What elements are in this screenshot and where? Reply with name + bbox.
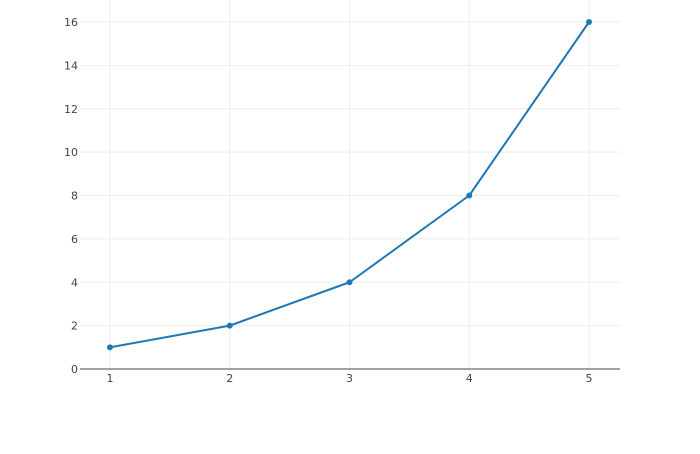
x-tick-label: 3 [346,372,353,385]
data-point [107,344,113,351]
y-tick-label: 0 [71,363,78,376]
y-tick-label: 10 [64,146,78,159]
y-tick-label: 2 [71,320,78,333]
y-tick-label: 12 [64,103,78,116]
x-tick-label: 1 [107,372,114,385]
data-point [466,192,473,199]
gridlines [80,0,620,369]
x-tick-label: 2 [226,372,233,385]
y-tick-label: 6 [71,233,78,246]
data-point [586,19,592,25]
data-point [346,279,353,286]
y-tick-label: 4 [71,276,78,289]
y-tick-label: 8 [71,190,78,203]
x-tick-label: 4 [466,372,473,385]
y-tick-label: 16 [64,16,78,29]
y-tick-label: 14 [64,59,78,72]
data-point [226,322,233,329]
x-tick-label: 5 [586,372,593,385]
series-group [107,19,592,351]
